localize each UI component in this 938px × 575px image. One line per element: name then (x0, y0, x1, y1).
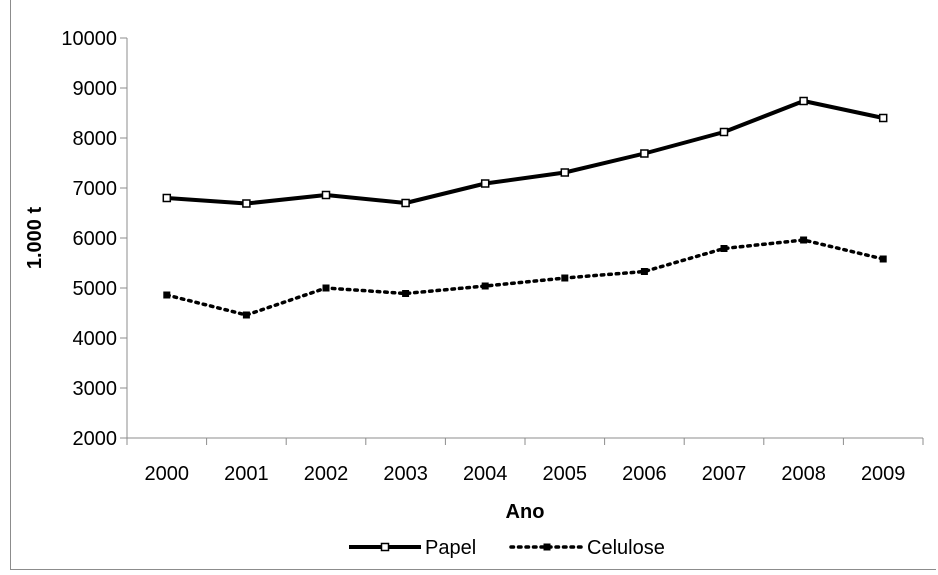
legend: Papel Celulose (349, 537, 665, 559)
y-tick-label: 4000 (73, 328, 118, 350)
data-point (322, 284, 330, 292)
legend-label: Papel (425, 537, 476, 559)
x-tick-label: 2007 (702, 463, 747, 485)
data-point (481, 282, 489, 290)
x-tick-label: 2001 (224, 463, 269, 485)
data-point (799, 96, 808, 106)
legend-item-celulose: Celulose (509, 537, 665, 559)
y-tick-label: 5000 (73, 278, 118, 300)
x-tick-label: 2005 (543, 463, 588, 485)
data-point (561, 274, 569, 282)
x-tick-label: 2000 (145, 463, 190, 485)
data-point (640, 268, 648, 275)
data-point (878, 113, 888, 123)
data-point (720, 245, 728, 252)
y-axis-title: 1.000 t (24, 207, 46, 270)
data-point (402, 290, 410, 297)
data-point (242, 311, 250, 319)
data-point (480, 179, 490, 188)
series-line-celulose (165, 238, 885, 317)
x-axis: 2000 2001 2002 2003 2004 2005 2006 2007 2008 2009 (126, 437, 924, 485)
legend-label: Celulose (587, 537, 665, 559)
y-tick-label: 3000 (73, 378, 118, 400)
x-tick-label: 2008 (781, 463, 826, 485)
x-ticks: 2000 2001 2002 2003 2004 2005 2006 2007 2008 2009 (126, 438, 924, 485)
data-point (560, 168, 570, 177)
legend-marker (543, 543, 551, 551)
data-point (242, 199, 251, 208)
series-papel (162, 96, 888, 208)
data-point (640, 149, 649, 158)
y-tick-label: 6000 (73, 228, 118, 250)
y-tick-label: 7000 (73, 178, 118, 200)
x-tick-label: 2009 (861, 463, 906, 485)
y-tick-label: 2000 (73, 428, 118, 450)
series-line-papel (166, 99, 884, 206)
legend-marker (380, 542, 390, 552)
data-point (163, 291, 171, 299)
data-point (321, 190, 331, 200)
x-tick-label: 2002 (304, 463, 349, 485)
y-tick-label: 8000 (73, 128, 118, 150)
x-tick-label: 2004 (463, 463, 508, 485)
x-tick-label: 2003 (383, 463, 428, 485)
data-point (162, 193, 172, 203)
data-point (401, 198, 410, 208)
x-tick-label: 2006 (622, 463, 667, 485)
data-point (719, 127, 729, 137)
y-ticks: 2000 3000 4000 5000 6000 7000 8000 9000 10000 (61, 28, 127, 450)
data-point (879, 255, 887, 263)
y-tick-label: 9000 (73, 78, 118, 100)
series-celulose (163, 236, 887, 319)
x-axis-title: Ano (506, 501, 545, 523)
series-layer (162, 96, 888, 319)
line-chart: 2000 3000 4000 5000 6000 7000 8000 9000 10000 20… (24, 28, 924, 559)
data-point (800, 236, 808, 244)
y-tick-label: 10000 (61, 28, 117, 50)
legend-item-papel: Papel (349, 537, 476, 559)
chart-frame: 2000 3000 4000 5000 6000 7000 8000 9000 10000 20… (10, 0, 936, 570)
y-axis: 2000 3000 4000 5000 6000 7000 8000 9000 10000 (61, 28, 128, 450)
